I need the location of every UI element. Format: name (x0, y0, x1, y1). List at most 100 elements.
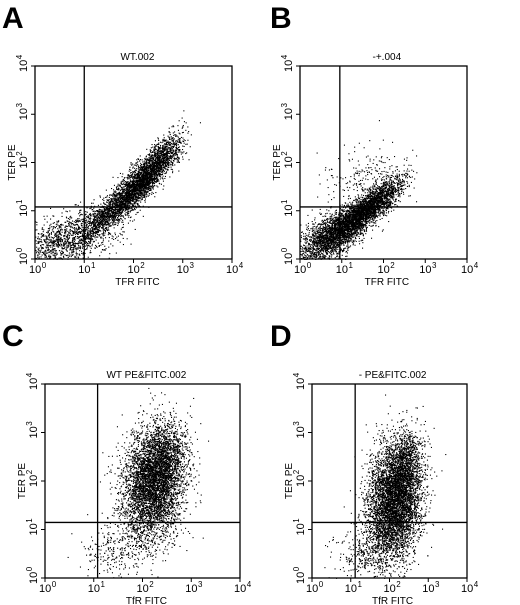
data-point (115, 215, 117, 217)
data-point (132, 204, 134, 206)
data-point (109, 223, 111, 225)
data-point (102, 224, 104, 226)
data-point (151, 193, 153, 195)
data-point (60, 250, 62, 252)
data-point (136, 159, 138, 161)
data-point (187, 126, 189, 128)
data-point (113, 227, 115, 229)
data-point (124, 218, 126, 220)
data-point (106, 212, 108, 214)
data-point (86, 236, 88, 238)
data-point (92, 213, 94, 215)
data-point (126, 186, 128, 188)
data-point (157, 179, 159, 181)
data-point (124, 192, 126, 194)
panel-a: AWT.002100100101101102102103103104104TFR… (2, 2, 244, 288)
data-point (58, 250, 60, 252)
data-point (120, 215, 122, 217)
data-point (139, 198, 141, 200)
data-point (48, 237, 50, 239)
data-point (73, 245, 75, 247)
data-point (119, 201, 121, 203)
data-point (126, 203, 128, 205)
data-point (167, 169, 169, 171)
data-point (170, 152, 172, 154)
data-point (105, 227, 107, 229)
data-point (67, 239, 69, 241)
data-point (142, 215, 144, 217)
data-point (72, 244, 74, 246)
data-point (73, 232, 75, 234)
data-point (97, 229, 99, 231)
data-point (75, 232, 77, 234)
data-point (117, 239, 119, 241)
data-point (40, 233, 42, 235)
data-point (44, 240, 46, 242)
data-point (128, 184, 130, 186)
data-point (58, 225, 60, 227)
data-point (37, 242, 39, 244)
data-point (96, 211, 98, 213)
data-point (177, 161, 179, 163)
data-point (127, 216, 129, 218)
data-point (55, 240, 57, 242)
data-point (72, 220, 74, 222)
data-point (55, 254, 57, 256)
data-point (102, 221, 104, 223)
data-point (46, 238, 48, 240)
data-point (45, 247, 47, 249)
data-point (108, 218, 110, 220)
data-point (115, 194, 117, 196)
data-point (124, 200, 126, 202)
data-point (99, 196, 101, 198)
data-point (94, 225, 96, 227)
data-point (115, 203, 117, 205)
data-point (134, 197, 136, 199)
data-point (71, 244, 73, 246)
data-point (145, 182, 147, 184)
data-point (164, 177, 166, 179)
data-point (51, 242, 53, 244)
data-point (156, 156, 158, 158)
data-point (127, 181, 129, 183)
data-point (54, 242, 56, 244)
data-point (76, 220, 78, 222)
data-point (63, 235, 65, 237)
data-point (109, 214, 111, 216)
data-point (85, 238, 87, 240)
data-point (137, 176, 139, 178)
data-point (90, 232, 92, 234)
data-point (67, 245, 69, 247)
data-point (45, 236, 47, 238)
data-point (143, 193, 145, 195)
data-point (102, 199, 104, 201)
data-point (116, 218, 118, 220)
data-point (60, 229, 62, 231)
data-point (146, 180, 148, 182)
data-point (96, 217, 98, 219)
data-point (45, 240, 47, 242)
data-point (105, 237, 107, 239)
data-point (144, 188, 146, 190)
data-point (58, 233, 60, 235)
data-point (134, 198, 136, 200)
data-point (115, 209, 117, 211)
data-point (78, 253, 80, 255)
data-point (164, 147, 166, 149)
data-point (128, 200, 130, 202)
data-point (156, 171, 158, 173)
data-point (113, 238, 115, 240)
data-point (117, 210, 119, 212)
data-point (107, 216, 109, 218)
data-point (43, 253, 45, 255)
data-point (72, 243, 74, 245)
data-point (142, 185, 144, 187)
data-point (121, 183, 123, 185)
data-point (112, 211, 114, 213)
data-point (144, 192, 146, 194)
data-point (74, 229, 76, 231)
data-point (64, 243, 66, 245)
data-point (67, 218, 69, 220)
data-point (58, 242, 60, 244)
data-point (114, 232, 116, 234)
